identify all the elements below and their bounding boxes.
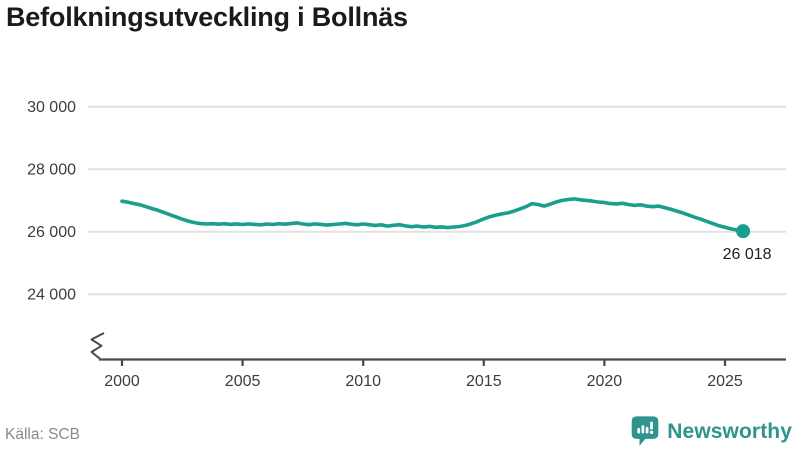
population-line — [120, 197, 745, 233]
y-tick-label: 26 000 — [27, 224, 76, 241]
bar-1 — [637, 427, 641, 434]
newsworthy-logo[interactable]: Newsworthy — [630, 415, 792, 448]
chart-title: Befolkningsutveckling i Bollnäs — [6, 2, 408, 32]
x-tick-label: 2015 — [466, 373, 502, 390]
y-axis-labels: 24 000 26 000 28 000 30 000 — [27, 99, 76, 304]
bar-3 — [646, 426, 649, 434]
speech-bubble-shape — [632, 416, 659, 446]
population-series — [120, 197, 745, 233]
x-tick-label: 2020 — [587, 373, 623, 390]
y-tick-label: 28 000 — [27, 162, 76, 179]
latest-value-dot — [736, 224, 751, 239]
newsworthy-bubble-chart-icon — [632, 416, 659, 446]
axis-break-squiggle — [90, 332, 105, 360]
x-tick-label: 2025 — [707, 373, 743, 390]
x-tick-label: 2010 — [345, 373, 381, 390]
x-tick-label: 2005 — [225, 373, 261, 390]
y-tick-label: 24 000 — [27, 287, 76, 304]
bar-2 — [641, 425, 645, 434]
exclamation-dot — [650, 430, 654, 434]
x-axis-labels: 2000 2005 2010 2015 2020 2025 — [104, 373, 743, 390]
latest-value-label: 26 018 — [723, 246, 772, 263]
y-tick-label: 30 000 — [27, 99, 76, 116]
x-axis — [90, 332, 786, 366]
end-point-and-label: 26 018 — [723, 224, 772, 263]
gridlines — [88, 105, 786, 296]
exclamation-bar — [650, 421, 654, 430]
source-label: Källa: SCB — [5, 426, 80, 443]
x-tick-label: 2000 — [104, 373, 140, 390]
newsworthy-wordmark: Newsworthy — [667, 419, 792, 443]
